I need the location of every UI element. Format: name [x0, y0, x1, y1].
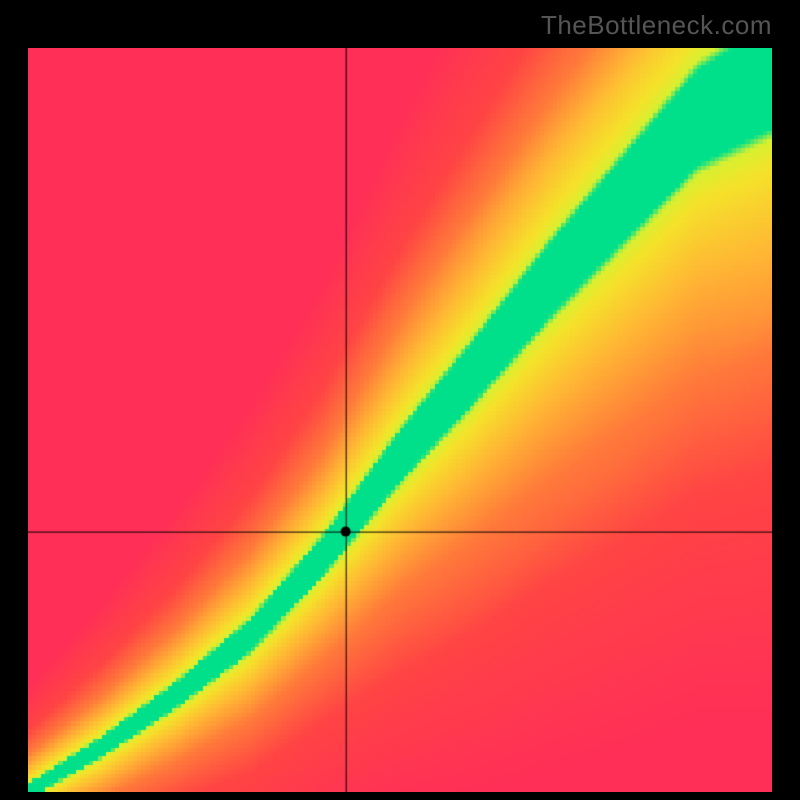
- watermark-text: TheBottleneck.com: [541, 10, 772, 41]
- bottleneck-heatmap: [28, 48, 772, 792]
- root: TheBottleneck.com: [0, 0, 800, 800]
